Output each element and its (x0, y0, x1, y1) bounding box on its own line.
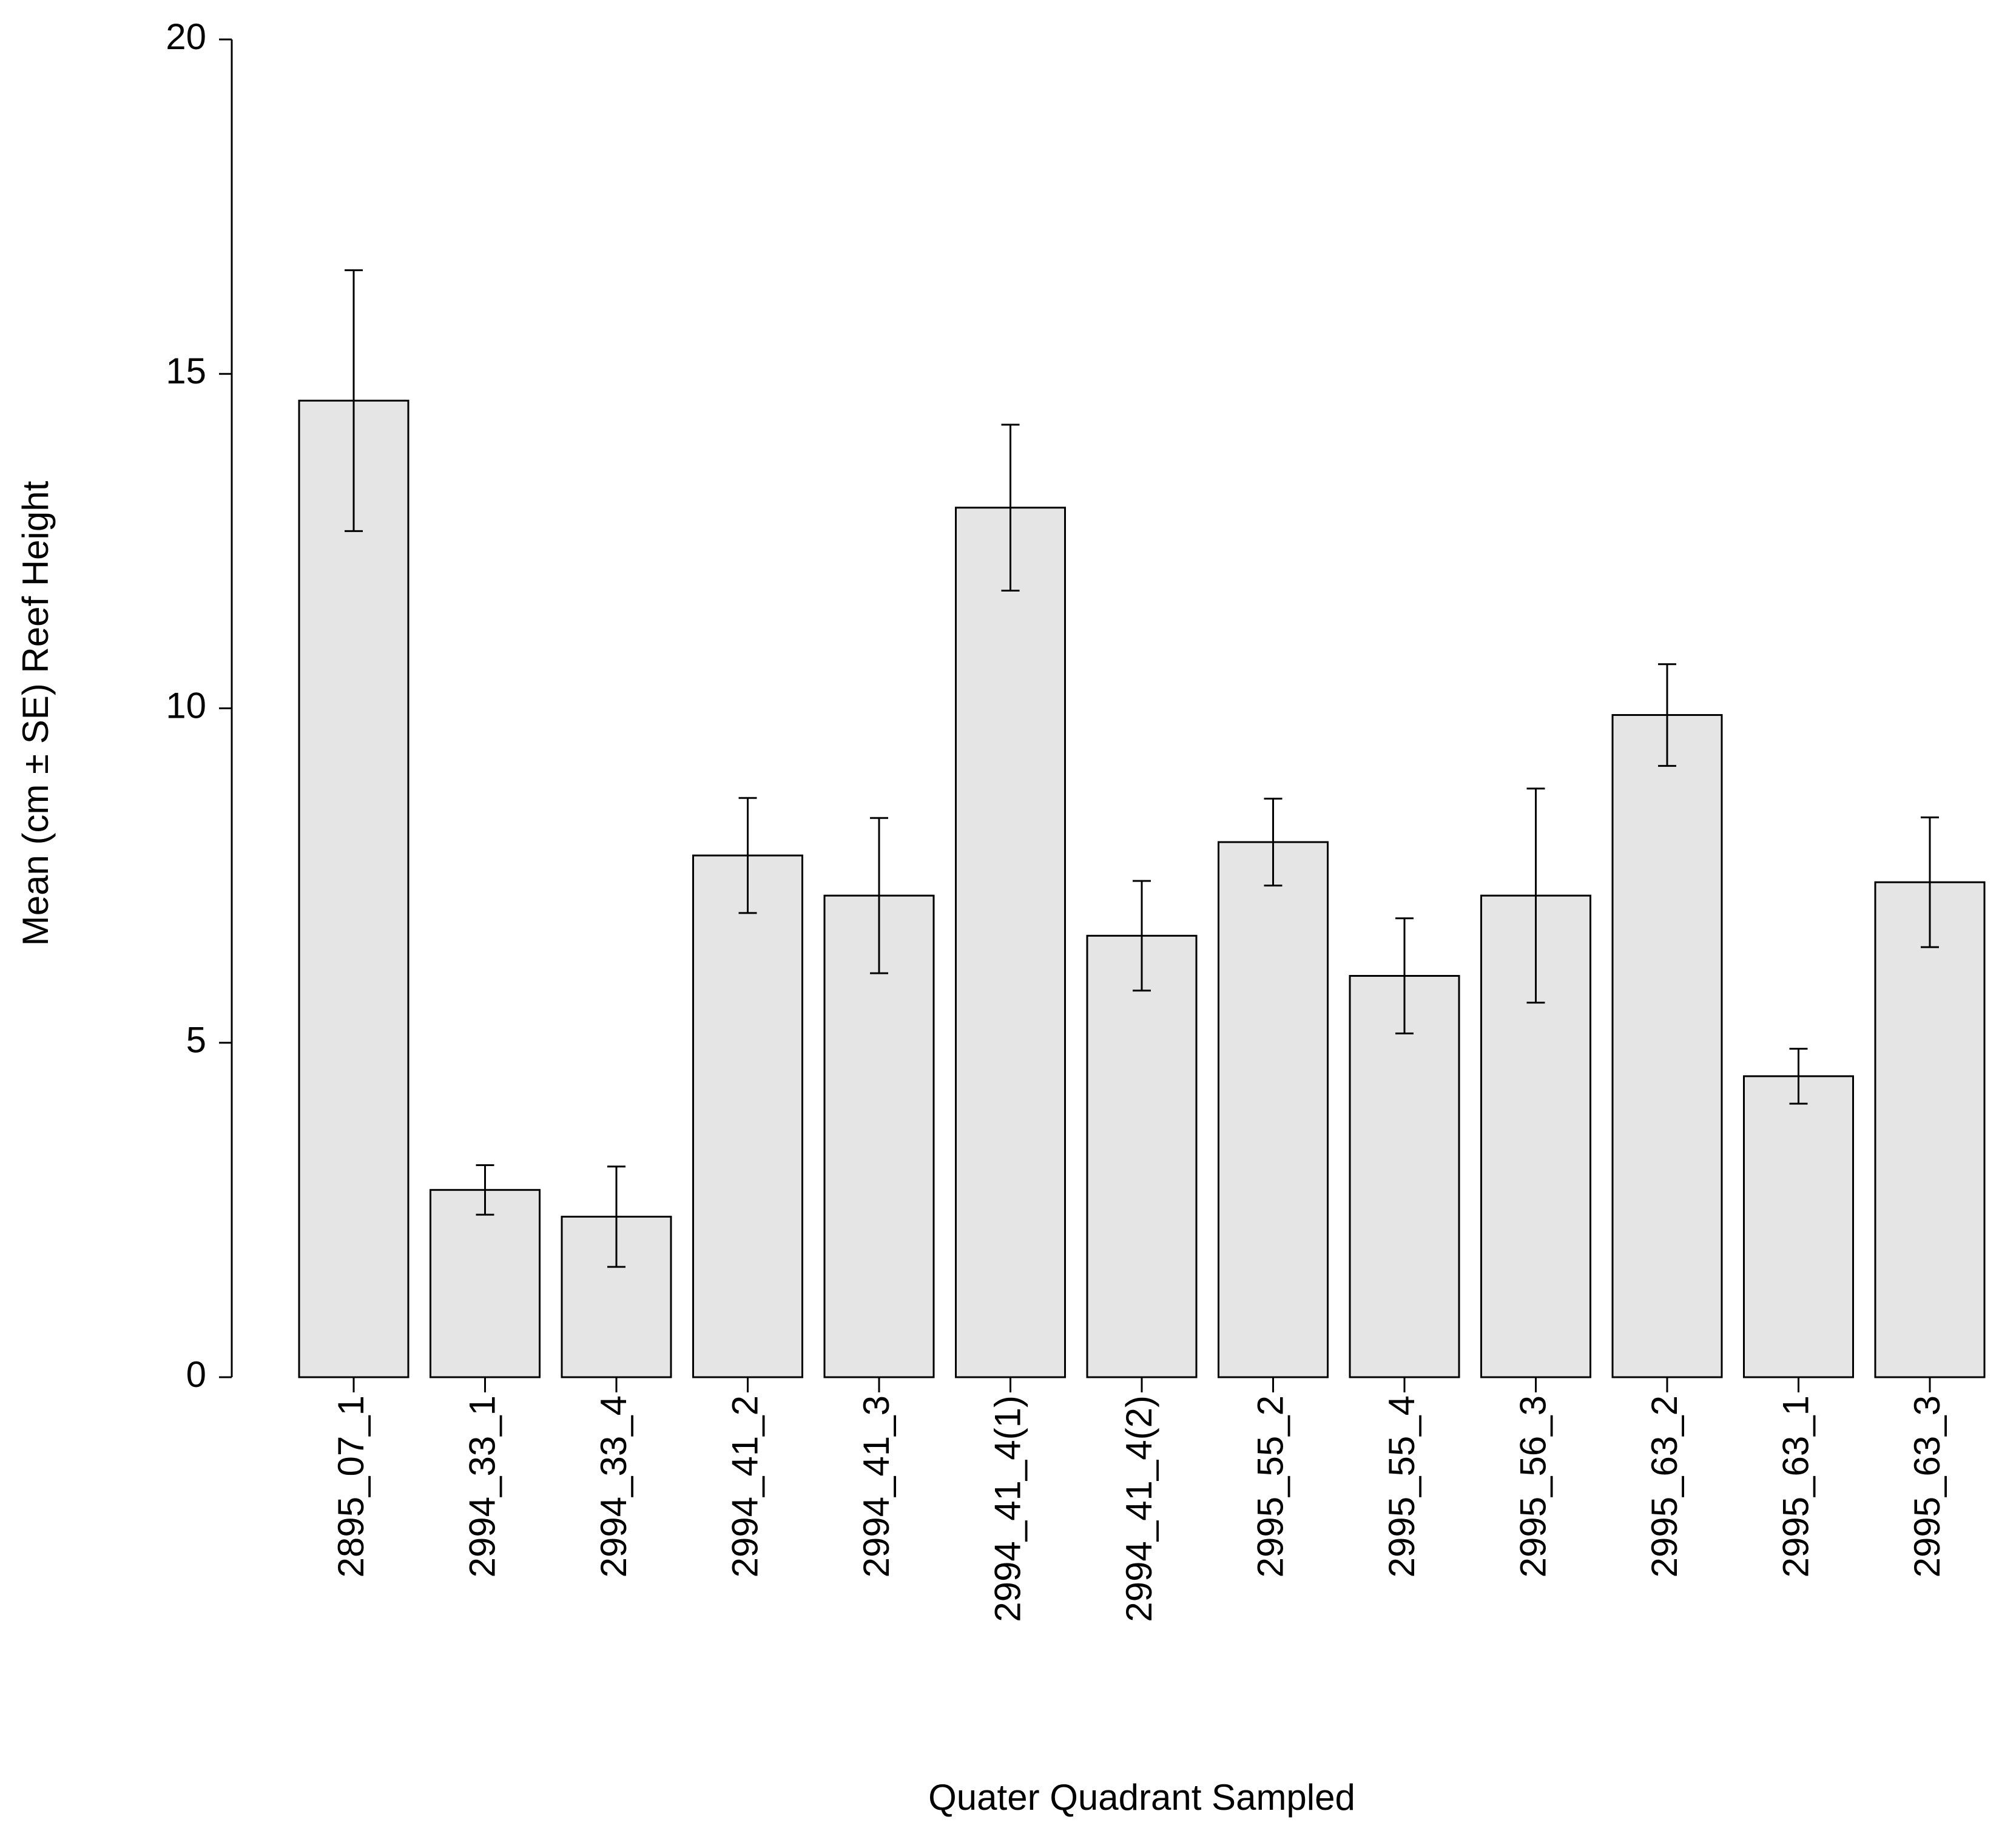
bar (1349, 975, 1460, 1378)
x-tick-label: 2895_07_1 (331, 1395, 371, 1577)
y-tick-label: 10 (166, 685, 206, 726)
x-tick-label: 2994_41_3 (856, 1395, 897, 1577)
x-tick-label: 2994_33_1 (462, 1395, 502, 1577)
bar (298, 399, 410, 1378)
y-tick-label: 0 (186, 1354, 206, 1395)
x-tick-label: 2994_41_4(2) (1119, 1395, 1159, 1622)
x-tick-label: 2995_63_2 (1644, 1395, 1685, 1577)
x-tick-label: 2995_63_1 (1775, 1395, 1816, 1577)
x-axis-label: Quater Quadrant Sampled (928, 1777, 1355, 1818)
x-tick-label: 2994_41_2 (724, 1395, 765, 1577)
bar (1874, 881, 1986, 1378)
x-tick-label: 2995_63_3 (1907, 1395, 1947, 1577)
y-tick-label: 20 (166, 16, 206, 57)
x-tick-label: 2995_55_2 (1250, 1395, 1290, 1577)
bar (955, 507, 1066, 1378)
y-tick-label: 15 (166, 351, 206, 391)
y-axis-label: Mean (cm ± SE) Reef Height (15, 481, 56, 946)
bar (692, 854, 803, 1378)
x-tick-label: 2994_41_4(1) (987, 1395, 1028, 1622)
x-tick-label: 2995_56_3 (1512, 1395, 1553, 1577)
x-tick-label: 2994_33_4 (593, 1395, 634, 1577)
x-tick-label: 2995_55_4 (1381, 1395, 1422, 1577)
y-tick-label: 5 (186, 1020, 206, 1061)
bar (1218, 841, 1329, 1378)
bar (1611, 714, 1723, 1378)
bar (430, 1189, 541, 1378)
bar (1743, 1075, 1854, 1378)
bar (1086, 934, 1198, 1378)
